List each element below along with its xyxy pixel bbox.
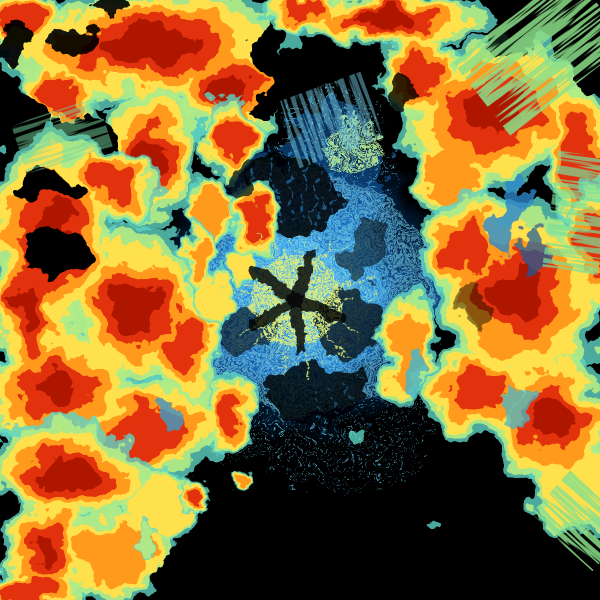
echo-mass-northwest: [0, 0, 298, 242]
echo-intensity-layer: [428, 521, 438, 529]
echo-intensity-layer: [87, 163, 137, 201]
echo-hole: [0, 27, 40, 57]
echo-intensity-layer: [359, 11, 417, 29]
streak-field: [275, 71, 385, 169]
radar-site-dot: [289, 293, 303, 307]
echo-ray: [356, 371, 387, 407]
echo-hole: [24, 228, 86, 272]
echo-intensity-layer: [533, 396, 571, 440]
echo-free-hole: [268, 364, 368, 424]
echo-intensity-layer: [34, 531, 62, 565]
echo-ray: [327, 388, 357, 465]
echo-intensity-layer: [137, 520, 155, 560]
echo-intensity-layer: [83, 525, 153, 587]
echo-intensity-layer: [0, 579, 58, 600]
streak-patch: [530, 468, 600, 572]
streak-field: [541, 150, 600, 278]
echo-intensity-layer: [241, 203, 263, 241]
echo-free-hole: [346, 220, 390, 280]
clutter-spoke: [219, 290, 283, 300]
clutter-spoke: [218, 273, 284, 297]
clutter-spoke: [271, 236, 292, 288]
echo-mass-west: [0, 130, 260, 504]
echo-intensity-layer: [229, 252, 251, 284]
streak-patch: [275, 71, 385, 169]
echo-hole: [55, 25, 105, 51]
echo-intensity-layer: [35, 370, 81, 410]
clutter-dark-arm: [290, 299, 308, 354]
echo-band-inner-west: [182, 92, 276, 334]
echo-intensity-layer: [3, 5, 41, 35]
echo-ray: [331, 148, 375, 230]
echo-hole: [232, 163, 258, 197]
echo-hole: [495, 174, 529, 252]
streak-field: [451, 0, 600, 136]
clutter-dark-arm: [291, 248, 318, 301]
streak-field: [530, 468, 600, 572]
echo-intensity-layer: [235, 473, 249, 489]
echo-intensity-layer: [494, 268, 546, 324]
echo-intensity-layer: [204, 273, 228, 327]
echo-intensity-layer: [104, 28, 192, 64]
echo-intensity-layer: [217, 115, 247, 157]
echo-intensity-layer: [45, 456, 95, 488]
echo-intensity-layer: [167, 316, 203, 374]
echo-intensity-layer: [212, 394, 244, 430]
echo-intensity-layer: [350, 431, 366, 445]
streak-patch: [11, 97, 113, 175]
streak-field: [11, 97, 113, 175]
clutter-dark-arm: [248, 296, 298, 331]
echo-hole: [461, 282, 491, 322]
echo-hole: [502, 390, 528, 422]
clutter-spoke: [283, 313, 295, 375]
echo-intensity-layer: [280, 0, 324, 20]
echo-intensity-layer: [400, 51, 440, 97]
echo-intensity-layer: [426, 145, 478, 199]
clutter-spoke: [255, 232, 290, 289]
echo-ray: [339, 141, 402, 235]
echo-ray: [309, 136, 327, 223]
echo-hole: [98, 0, 130, 15]
echo-intensity-layer: [187, 489, 203, 505]
clutter-spoke: [308, 276, 374, 297]
echo-intensity-layer: [451, 369, 505, 415]
echo-intensity-layer: [114, 282, 156, 330]
echo-hole: [255, 22, 289, 110]
echo-ray: [317, 114, 351, 225]
clutter-dark-arm: [249, 266, 298, 304]
clutter-dark-arm: [295, 295, 347, 325]
streak-patch: [451, 0, 600, 136]
echo-hole: [405, 344, 425, 400]
echo-hole: [521, 222, 543, 278]
echo-ray: [369, 358, 432, 408]
echo-intensity-layer: [188, 229, 212, 281]
echo-ray: [265, 141, 283, 223]
echo-hole: [194, 516, 242, 588]
small-isolated-cells: [137, 431, 438, 562]
clutter-spoke: [304, 309, 349, 362]
clutter-spoke: [253, 309, 288, 346]
streak-patch: [541, 150, 600, 278]
echo-intensity-layer: [18, 287, 42, 337]
echo-hole: [158, 401, 182, 431]
echo-ray: [313, 392, 325, 441]
echo-hole: [20, 171, 80, 201]
echo-intensity-layer: [36, 77, 80, 115]
echo-hole: [385, 74, 411, 114]
echo-intensity-layer: [443, 219, 493, 273]
